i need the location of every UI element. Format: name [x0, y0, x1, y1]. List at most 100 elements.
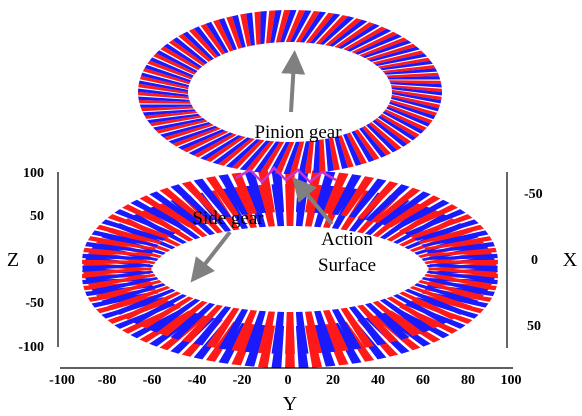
gear-tooth — [390, 99, 438, 116]
gear-tooth — [391, 89, 442, 101]
z-axis-label: Z — [7, 249, 19, 271]
gear-tooth — [348, 178, 387, 218]
gear-tooth — [147, 60, 193, 80]
gear-tooth — [386, 72, 440, 78]
z-tick-label: 50 — [30, 209, 44, 224]
gear-tooth — [138, 80, 189, 92]
gear-tooth — [239, 140, 271, 171]
gear-tooth — [393, 294, 450, 325]
y-tick-label: -100 — [49, 373, 75, 388]
gear-tooth — [357, 304, 399, 343]
z-tick-label: 100 — [23, 166, 44, 181]
gear-tooth — [130, 199, 187, 230]
gear-tooth — [83, 267, 152, 277]
gear-tooth — [149, 191, 201, 226]
gear-tooth — [426, 241, 495, 254]
gear-tooth — [122, 204, 181, 233]
gear-tooth — [87, 236, 156, 251]
gear-tooth — [212, 137, 251, 165]
gear-tooth — [298, 141, 310, 174]
gear-tooth — [156, 50, 198, 73]
y-tick-label: -60 — [143, 373, 162, 388]
pinion-arrow — [281, 50, 306, 113]
gear-tooth — [163, 43, 203, 69]
y-tick-label: 20 — [326, 373, 340, 388]
side-gear-teeth — [82, 170, 498, 368]
gear-tooth — [144, 64, 191, 83]
gear-tooth — [295, 311, 309, 354]
gear-tooth — [172, 37, 208, 65]
gear-tooth — [182, 31, 214, 61]
gear-tooth — [414, 283, 479, 305]
gear-tooth — [260, 11, 267, 45]
gear-tooth — [240, 13, 251, 47]
gear-tooth — [200, 135, 242, 161]
gear-tooth — [290, 10, 312, 42]
gear-tooth — [421, 277, 489, 294]
gear-tooth — [254, 11, 261, 45]
gear-tooth — [147, 113, 200, 124]
side-gear-label: Side gear — [192, 208, 264, 229]
gear-tooth — [409, 214, 473, 238]
gear-tooth — [96, 224, 162, 244]
gear-tooth — [365, 184, 410, 222]
gear-tooth — [159, 187, 208, 224]
x-tick-label: 50 — [527, 319, 541, 334]
gear-tooth — [218, 138, 255, 166]
gear-tooth — [323, 310, 349, 352]
gear-tooth — [285, 10, 306, 42]
gear-tooth — [139, 195, 194, 228]
gear-tooth — [351, 31, 398, 54]
gear-tooth — [404, 288, 466, 315]
gear-tooth — [409, 286, 473, 310]
gear-tooth — [379, 191, 431, 226]
gear-tooth — [391, 92, 442, 104]
gear-tooth — [389, 101, 436, 120]
gear-tooth — [218, 309, 249, 350]
gear-tooth — [428, 247, 497, 257]
gear-tooth — [193, 178, 232, 218]
gear-tooth — [244, 310, 266, 353]
gear-tooth — [270, 10, 282, 44]
gear-tooth — [424, 236, 493, 251]
gear-tooth — [91, 277, 159, 294]
gear-tooth — [83, 247, 152, 257]
gear-tooth — [366, 43, 417, 61]
gear-tooth — [372, 50, 425, 65]
x-axis-ticks: -50 0 50 — [524, 187, 543, 334]
gear-tooth — [331, 309, 362, 350]
action-surface-label-line1: Action — [321, 229, 373, 250]
gear-tooth — [382, 111, 424, 134]
gear-tooth — [323, 172, 349, 214]
gear-tooth — [139, 104, 193, 108]
gear-tooth — [101, 283, 166, 305]
gear-tooth — [384, 109, 427, 131]
gear-tooth — [300, 11, 326, 43]
gear-tooth — [193, 26, 221, 57]
gear-tooth — [231, 139, 265, 169]
gear-tooth — [82, 264, 151, 271]
gear-tooth — [144, 111, 198, 119]
gear-tooth — [313, 139, 320, 173]
gear-tooth — [309, 13, 341, 44]
gear-tooth — [101, 219, 166, 241]
gear-tooth — [285, 312, 295, 354]
gear-tooth — [271, 311, 285, 354]
gear-tooth — [387, 104, 433, 124]
gear-tooth — [289, 141, 305, 174]
gear-tooth — [82, 259, 150, 265]
gear-tooth — [138, 99, 191, 104]
gear-tooth — [189, 28, 218, 59]
gear-tooth — [280, 10, 297, 43]
gear-tooth — [418, 224, 484, 244]
gear-tooth — [271, 170, 285, 213]
gear-tooth — [274, 142, 295, 174]
gear-tooth — [163, 123, 214, 141]
gear-tooth — [329, 19, 368, 47]
gear-tooth — [418, 280, 484, 300]
gear-tooth — [218, 174, 249, 215]
gear-tooth — [275, 10, 291, 43]
gear-tooth — [142, 68, 190, 85]
gear-tooth — [246, 12, 255, 46]
gear-tooth — [178, 33, 212, 62]
